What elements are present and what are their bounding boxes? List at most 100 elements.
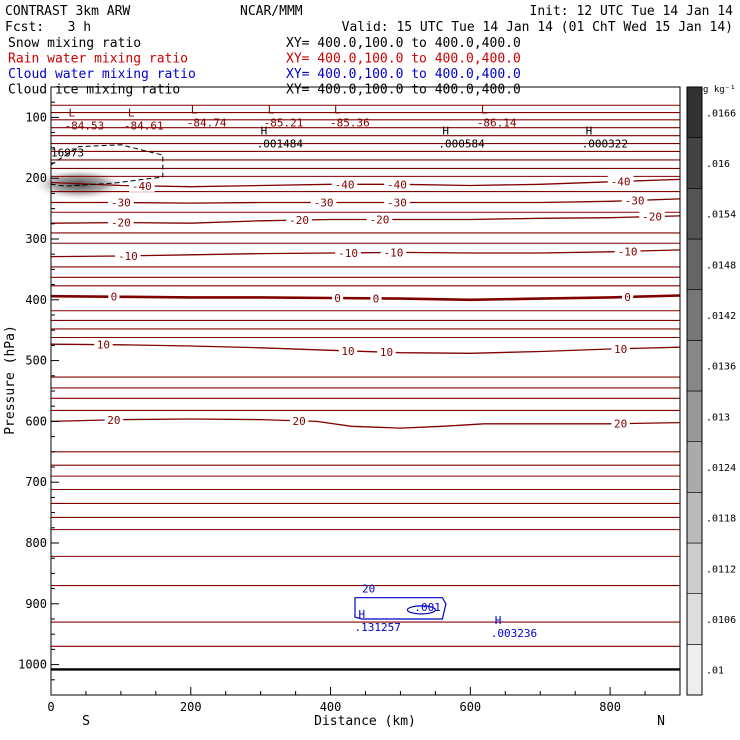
high-marker: H [442,125,449,138]
temperature-contour [50,418,681,429]
plot-area: -40 -40 -40 -40-30 -30 -30 -30-20 -20 -20 -20-10-… [18,86,681,714]
extremum-value: .000322 [582,138,628,151]
contour-label-bg [335,246,361,259]
cloud-water-inner-contour [406,605,437,615]
contour-label-bg [370,292,382,305]
field-xy-range: XY= 400.0,100.0 to 400.0,400.0 [286,36,521,51]
contour-label: -20 [289,214,309,227]
colorbar-label: .0118 [706,514,736,525]
contour-label-bg [129,179,155,192]
field-label: Rain water mixing ratio [8,52,188,67]
contour-label-bg [384,178,410,191]
contour-label-bg [115,249,141,262]
colorbar-label: .013 [706,412,730,423]
x-tick-label: 600 [459,700,481,714]
y-tick-label: 600 [25,414,47,428]
contour-label: -30 [625,194,645,207]
colorbar-swatch [686,390,703,442]
contour-label: 10 [614,343,627,356]
contour-label-bg [366,213,393,226]
colorbar-label: .016 [706,159,730,170]
y-tick-label: 300 [25,232,47,246]
high-marker: H [359,608,366,621]
contour-label-bg [310,196,337,209]
plot-frame [50,86,681,696]
contour-label: -10 [338,247,358,260]
extremum-value: .003236 [491,627,537,640]
forecast-hour: Fcst: 3 h [5,20,91,35]
contour-label-bg [331,178,358,191]
colorbar: .01 .0106 .0112 .0118 .0124 .013 .0136 .0142 .01… [686,86,736,696]
temperature-contour [50,343,681,354]
y-tick-label: 700 [25,475,47,489]
contour-label: -40 [387,178,407,191]
colorbar-label: .0106 [706,615,736,626]
field-label: Cloud water mixing ratio [8,67,196,82]
colorbar-swatch [686,86,703,138]
field-label: Cloud ice mixing ratio [8,83,180,98]
extremum-value: -84.61 [124,119,164,132]
contour-label: 20 [614,418,627,431]
cloud-water-contour [354,597,447,620]
cloud-ice-contour [50,144,164,187]
extremum-value: -85.36 [330,116,370,129]
colorbar-swatch [686,492,703,544]
colorbar-label: .0166 [706,108,736,119]
colorbar-swatch [686,542,703,594]
low-marker: L [481,103,488,116]
contour-label-bg [607,175,634,188]
contour-label-bg [108,196,134,209]
contour-label-bg [611,342,630,355]
valid-time: Valid: 15 UTC Tue 14 Jan 14 (01 ChT Wed … [342,20,733,35]
colorbar-swatch [686,188,703,240]
x-tick-label: 800 [599,700,621,714]
contour-label: -40 [611,175,631,188]
contour-label: 10 [341,345,354,358]
extremum-value: -85.21 [264,116,304,129]
temperature-contour [50,178,681,188]
extremum-value: .000584 [438,138,485,151]
x-axis-title: Distance (km) [314,714,416,729]
temperature-contour [51,198,681,204]
contour-label-bg [104,413,124,426]
high-marker: H [586,125,593,138]
contour-label-bg [108,290,120,303]
colorbar-frame [686,86,703,696]
contour-label: 10 [380,346,393,359]
high-marker: H [495,614,502,627]
contour-label-bg [338,344,358,357]
low-marker: L [128,106,135,119]
contour-label: -20 [111,217,131,230]
init-time: Init: 12 UTC Tue 14 Jan 14 [530,4,734,19]
contour-label: -20 [642,211,662,224]
contour-label-bg [639,210,665,223]
colorbar-label: .0112 [706,564,736,575]
extra-label: 16973 [51,146,84,159]
colorbar-swatch [686,441,703,493]
x-tick-label: 400 [320,700,342,714]
contour-label: -40 [335,178,355,191]
colorbar-label: .0154 [706,210,736,221]
contour-label-bg [621,290,634,303]
colorbar-swatch [686,644,703,696]
low-marker: L [334,103,341,116]
field-xy-range: XY= 400.0,100.0 to 400.0,400.0 [286,83,521,98]
y-tick-label: 1000 [18,658,47,672]
y-tick-label: 800 [25,536,47,550]
high-marker: H [261,125,268,138]
y-tick-label: 100 [25,110,47,124]
contour-label: 20 [107,414,120,427]
y-axis-title: Pressure (hPa) [3,325,18,435]
contour-label-bg [380,246,407,259]
extremum-value: .001484 [257,138,304,151]
colorbar-swatch [686,593,703,645]
contour-label: -10 [118,250,138,263]
extremum-value: -86.14 [477,116,517,129]
contour-label-bg [331,292,344,305]
low-marker: L [191,103,198,116]
colorbar-swatch [686,289,703,341]
model-title: CONTRAST 3km ARW [5,4,130,19]
low-marker: L [68,106,75,119]
y-tick-label: 200 [25,171,47,185]
